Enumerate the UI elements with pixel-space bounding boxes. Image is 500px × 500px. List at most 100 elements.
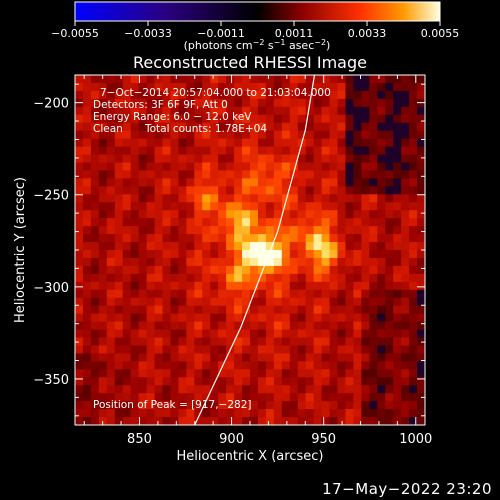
heatmap-cell	[154, 353, 164, 362]
heatmap-cell	[361, 210, 370, 219]
heatmap-cell	[154, 122, 164, 132]
heatmap-cell	[90, 273, 100, 283]
heatmap-cell	[273, 361, 283, 370]
heatmap-cell	[154, 321, 164, 331]
heatmap-cell	[297, 82, 307, 92]
heatmap-cell	[369, 305, 378, 315]
heatmap-cell	[345, 417, 354, 425]
heatmap-cell	[345, 130, 354, 140]
heatmap-cell	[265, 361, 275, 370]
heatmap-cell	[265, 385, 275, 394]
heatmap-cell	[226, 210, 235, 219]
heatmap-cell	[289, 226, 299, 235]
heatmap-cell	[313, 178, 323, 187]
heatmap-cell	[138, 202, 148, 211]
heatmap-cell	[337, 194, 347, 203]
heatmap-cell	[194, 130, 203, 140]
heatmap-cell	[234, 297, 243, 307]
heatmap-cell	[178, 202, 187, 211]
heatmap-cell	[114, 250, 124, 259]
heatmap	[75, 75, 425, 425]
heatmap-cell	[106, 377, 116, 386]
heatmap-cell	[377, 273, 386, 283]
heatmap-cell	[146, 122, 156, 132]
heatmap-cell	[409, 377, 418, 386]
heatmap-cell	[353, 417, 362, 425]
heatmap-cell	[305, 409, 315, 418]
heatmap-cell	[210, 281, 219, 291]
heatmap-cell	[393, 250, 402, 259]
heatmap-cell	[82, 257, 92, 267]
heatmap-cell	[401, 329, 410, 339]
heatmap-cell	[234, 393, 243, 402]
heatmap-cell	[154, 242, 164, 251]
heatmap-cell	[210, 82, 219, 92]
heatmap-cell	[202, 226, 211, 235]
heatmap-cell	[114, 265, 124, 275]
heatmap-cell	[90, 369, 100, 378]
heatmap-cell	[146, 417, 156, 425]
heatmap-cell	[178, 289, 187, 299]
heatmap-cell	[273, 194, 283, 203]
heatmap-cell	[138, 90, 148, 100]
heatmap-cell	[273, 130, 283, 140]
heatmap-cell	[337, 281, 347, 291]
heatmap-cell	[178, 90, 187, 100]
heatmap-cell	[186, 226, 195, 235]
heatmap-cell	[186, 257, 195, 267]
heatmap-cell	[90, 289, 100, 299]
annotation-time-range: 7−Oct−2014 20:57:04.000 to 21:03:04.000	[100, 87, 331, 99]
heatmap-cell	[250, 250, 259, 259]
heatmap-cell	[377, 186, 386, 195]
heatmap-cell	[154, 146, 164, 156]
heatmap-cell	[226, 273, 235, 283]
heatmap-cell	[385, 242, 394, 251]
colorbar-label-main: (photons cm	[184, 39, 253, 52]
heatmap-cell	[138, 409, 148, 418]
heatmap-cell	[242, 265, 251, 275]
heatmap-cell	[321, 114, 331, 124]
heatmap-cell	[257, 297, 267, 307]
heatmap-cell	[281, 337, 291, 347]
heatmap-cell	[385, 250, 394, 259]
heatmap-cell	[138, 250, 148, 259]
heatmap-cell	[361, 138, 370, 148]
heatmap-cell	[114, 90, 124, 100]
heatmap-cell	[393, 210, 402, 219]
heatmap-cell	[385, 369, 394, 378]
heatmap-cell	[146, 202, 156, 211]
heatmap-cell	[82, 186, 92, 195]
heatmap-cell	[361, 130, 370, 140]
heatmap-cell	[289, 321, 299, 331]
heatmap-cell	[345, 329, 354, 339]
heatmap-cell	[146, 242, 156, 251]
colorbar-tick-label: −0.0011	[197, 27, 245, 40]
heatmap-cell	[154, 297, 164, 307]
heatmap-cell	[281, 186, 291, 195]
heatmap-cell	[305, 202, 315, 211]
heatmap-cell	[273, 154, 283, 164]
heatmap-cell	[345, 369, 354, 378]
heatmap-cell	[377, 417, 386, 425]
heatmap-cell	[417, 289, 425, 299]
heatmap-cell	[409, 90, 418, 100]
heatmap-cell	[98, 337, 108, 347]
heatmap-cell	[409, 369, 418, 378]
heatmap-cell	[194, 98, 203, 108]
heatmap-cell	[281, 210, 291, 219]
heatmap-cell	[377, 353, 386, 362]
heatmap-cell	[82, 146, 92, 156]
heatmap-cell	[401, 114, 410, 124]
heatmap-cell	[361, 297, 370, 307]
heatmap-cell	[186, 186, 195, 195]
heatmap-cell	[90, 313, 100, 323]
heatmap-cell	[242, 162, 251, 172]
colorbar-gradient	[74, 1, 441, 22]
heatmap-cell	[234, 90, 243, 100]
heatmap-cell	[353, 257, 362, 267]
heatmap-cell	[90, 393, 100, 402]
heatmap-cell	[345, 337, 354, 347]
heatmap-cell	[257, 401, 267, 410]
heatmap-cell	[377, 313, 386, 323]
heatmap-cell	[329, 226, 339, 235]
